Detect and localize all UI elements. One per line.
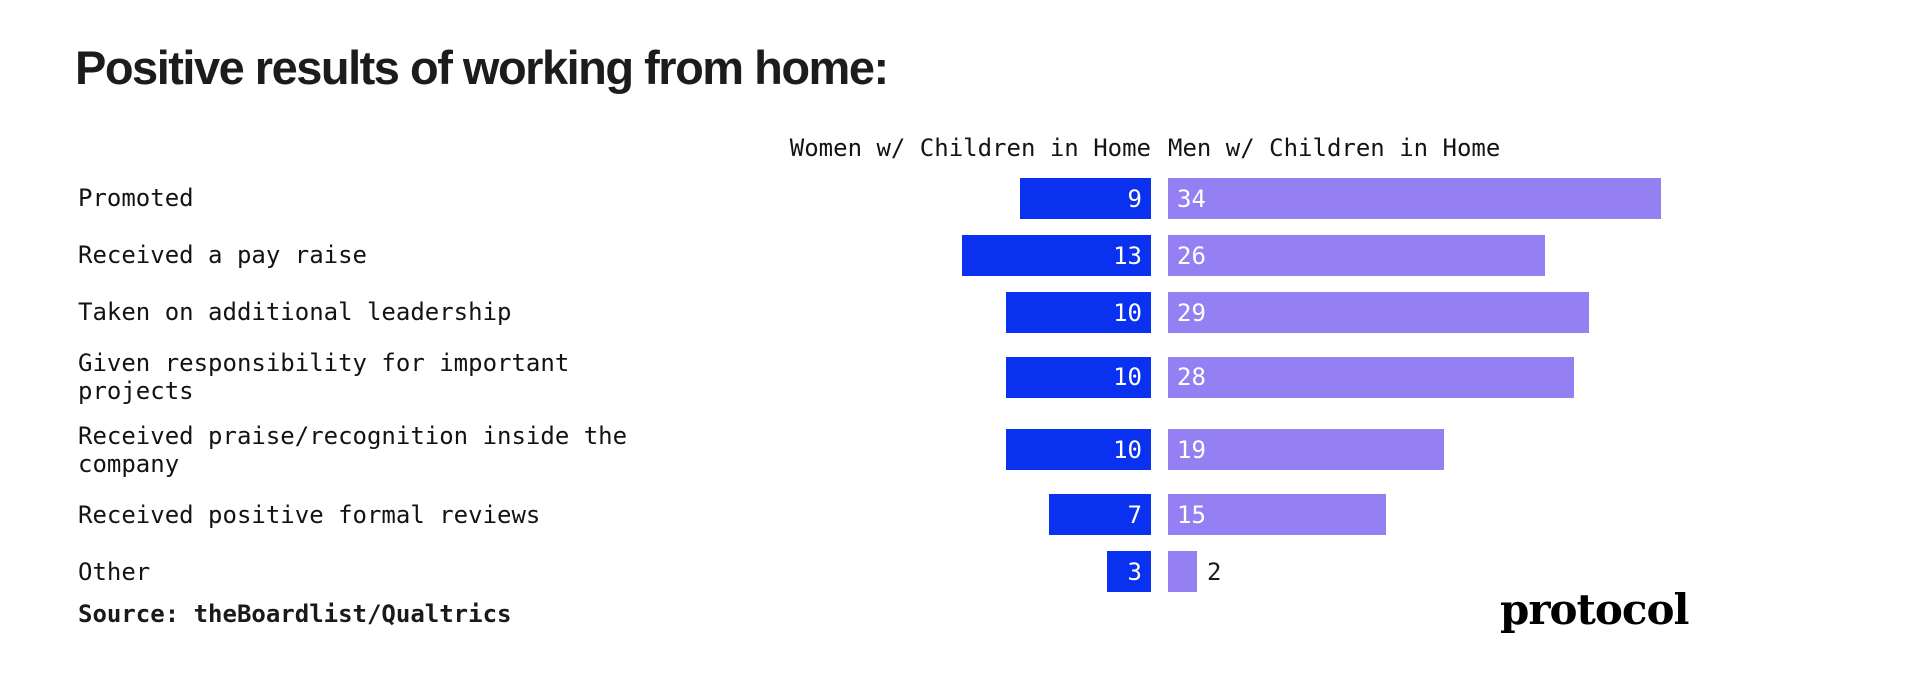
- bar-value-women: 7: [1127, 500, 1142, 529]
- men-bar-zone: 28: [1168, 356, 1868, 398]
- paired-bar-chart: Women w/ Children in Home Men w/ Childre…: [78, 134, 1868, 593]
- men-bar-zone: 19: [1168, 429, 1868, 471]
- bar-value-women: 13: [1113, 241, 1142, 270]
- category-cell: Promoted: [78, 184, 945, 212]
- bar-women: 13: [962, 235, 1151, 276]
- category-cell: Given responsibility for important proje…: [78, 349, 945, 406]
- series-header-row: Women w/ Children in Home Men w/ Childre…: [78, 134, 1868, 162]
- bar-value-women: 3: [1127, 557, 1142, 586]
- women-bar-zone: 13: [945, 235, 1151, 276]
- series-header-men: Men w/ Children in Home: [1168, 134, 1501, 162]
- bar-women: 10: [1006, 429, 1151, 471]
- bar-men: [1168, 551, 1197, 593]
- category-label: Other: [78, 557, 151, 586]
- bar-value-women: 9: [1127, 184, 1142, 213]
- category-label: Promoted: [78, 184, 194, 213]
- bar-value-women: 10: [1113, 363, 1142, 392]
- men-bar-zone: 26: [1168, 235, 1868, 276]
- chart-row: Received positive formal reviews 7 15: [78, 494, 1868, 536]
- category-label: Taken on additional leadership: [78, 298, 512, 327]
- bar-value-men: 34: [1177, 184, 1206, 213]
- women-bar-zone: 9: [945, 178, 1151, 219]
- bar-value-women: 10: [1113, 298, 1142, 327]
- bar-value-men: 2: [1207, 557, 1222, 586]
- category-label: Received praise/recognition inside the c…: [78, 421, 628, 478]
- category-label: Received a pay raise: [78, 241, 367, 270]
- women-bar-zone: 10: [945, 356, 1151, 398]
- men-bar-zone: 15: [1168, 494, 1868, 536]
- women-bar-zone: 3: [945, 551, 1151, 593]
- category-cell: Other: [78, 558, 945, 586]
- chart-rows: Promoted 9 34 Received a pay raise 13 26 Taken…: [78, 178, 1868, 593]
- bar-men: 15: [1168, 494, 1386, 536]
- men-bar-zone: 34: [1168, 178, 1868, 219]
- bar-men: 26: [1168, 235, 1545, 276]
- women-bar-zone: 10: [945, 429, 1151, 471]
- bar-value-women: 10: [1113, 435, 1142, 464]
- bar-men: 19: [1168, 429, 1444, 471]
- bar-men: 34: [1168, 178, 1661, 219]
- bar-men: 28: [1168, 356, 1574, 398]
- chart-row: Received a pay raise 13 26: [78, 235, 1868, 276]
- bar-value-men: 29: [1177, 298, 1206, 327]
- chart-title: Positive results of working from home:: [75, 41, 889, 94]
- category-cell: Received positive formal reviews: [78, 501, 945, 529]
- bar-value-men: 26: [1177, 241, 1206, 270]
- protocol-logo: protocol: [1500, 585, 1689, 634]
- bar-women: 10: [1006, 356, 1151, 398]
- bar-women: 9: [1020, 178, 1151, 219]
- women-bar-zone: 10: [945, 292, 1151, 333]
- category-cell: Received a pay raise: [78, 241, 945, 269]
- chart-row: Received praise/recognition inside the c…: [78, 422, 1868, 479]
- bar-value-men: 28: [1177, 363, 1206, 392]
- men-bar-zone: 2: [1168, 551, 1868, 593]
- category-cell: Received praise/recognition inside the c…: [78, 422, 945, 479]
- chart-row: Given responsibility for important proje…: [78, 349, 1868, 406]
- bar-women: 10: [1006, 292, 1151, 333]
- men-bar-zone: 29: [1168, 292, 1868, 333]
- category-label: Received positive formal reviews: [78, 500, 541, 529]
- series-header-women: Women w/ Children in Home: [789, 134, 1151, 162]
- bar-women: 3: [1107, 551, 1151, 593]
- category-label: Given responsibility for important proje…: [78, 349, 570, 406]
- bar-value-men: 15: [1177, 500, 1206, 529]
- bar-value-men: 19: [1177, 435, 1206, 464]
- source-note: Source: theBoardlist/Qualtrics: [78, 600, 512, 628]
- bar-women: 7: [1049, 494, 1151, 536]
- women-bar-zone: 7: [945, 494, 1151, 536]
- chart-row: Promoted 9 34: [78, 178, 1868, 219]
- chart-row: Other 3 2: [78, 551, 1868, 593]
- chart-row: Taken on additional leadership 10 29: [78, 292, 1868, 333]
- bar-men: 29: [1168, 292, 1589, 333]
- category-cell: Taken on additional leadership: [78, 298, 945, 326]
